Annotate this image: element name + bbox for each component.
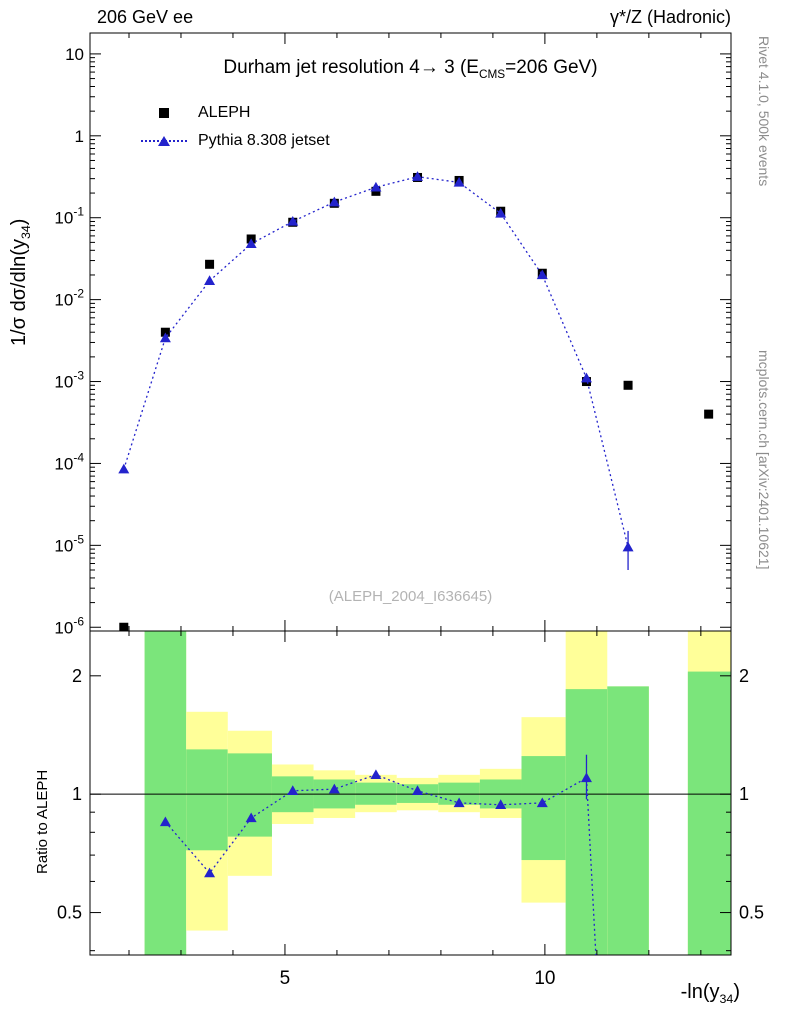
band-green <box>144 631 187 955</box>
axis-ticks <box>90 33 731 955</box>
plot-title-pre: Durham jet resolution 4→ 3 (E <box>223 57 479 78</box>
axis-tick-labels: 5 10 10 1 10-1 10-2 10-3 10-4 10-5 10-6 2 2 1 1 0.5 0.5 <box>54 45 764 989</box>
square-marker-swatch <box>159 108 169 118</box>
y-axis-title-post: ) <box>8 218 30 226</box>
svg-text:10-6: 10-6 <box>54 614 84 637</box>
svg-text:2: 2 <box>739 666 749 686</box>
mc-point-marker <box>159 816 171 827</box>
mc-point-marker <box>453 176 465 187</box>
ratio-uncertainty-bands <box>144 631 731 955</box>
legend-item-aleph: ALEPH <box>138 99 330 127</box>
mc-point-marker <box>580 372 592 383</box>
mcplots-reference-note: mcplots.cern.ch [arXiv:2401.10621] <box>756 350 772 570</box>
triangle-marker-swatch <box>158 136 170 146</box>
ratio-series <box>159 754 597 955</box>
mc-point-marker <box>536 797 548 808</box>
y-axis-title-subscript: 34 <box>19 225 33 240</box>
band-green <box>521 756 566 861</box>
mc-point-marker <box>370 181 382 192</box>
svg-text:10-5: 10-5 <box>54 532 84 555</box>
mc-point-marker <box>370 769 382 780</box>
mc-point-marker <box>412 171 424 181</box>
x-axis-title: -ln(y34) <box>590 981 740 1006</box>
legend-label-aleph: ALEPH <box>198 104 251 121</box>
plot-title: Durham jet resolution 4→ 3 (ECMS=206 GeV… <box>90 57 731 81</box>
mc-point-marker <box>287 785 299 796</box>
mc-point-marker <box>495 207 507 218</box>
svg-text:1: 1 <box>72 784 82 804</box>
svg-text:10: 10 <box>65 45 84 64</box>
ratio-panel-frame <box>89 630 732 956</box>
mc-point-marker <box>287 215 299 226</box>
svg-text:10-2: 10-2 <box>54 287 84 310</box>
mc-point-marker <box>580 772 592 783</box>
aleph-series <box>119 172 714 631</box>
svg-text:2: 2 <box>72 666 82 686</box>
x-axis-title-post: ) <box>733 981 740 1003</box>
legend: ALEPH Pythia 8.308 jetset <box>138 99 330 155</box>
mc-point-marker <box>159 332 171 343</box>
mc-point-marker <box>118 463 130 474</box>
beam-energy-label: 206 GeV ee <box>97 7 194 27</box>
mc-curve <box>123 176 629 548</box>
mc-point-marker <box>412 785 424 796</box>
band-green <box>565 689 608 955</box>
band-green <box>186 749 228 851</box>
analysis-id-watermark: (ALEPH_2004_I636645) <box>328 588 493 605</box>
plot-title-post: =206 GeV) <box>505 57 598 78</box>
mc-point-marker <box>204 275 216 285</box>
mc-point-marker <box>245 238 257 249</box>
y-axis-title-ratio: Ratio to ALEPH <box>34 769 51 874</box>
data-point-marker <box>119 622 129 631</box>
pythia-series <box>118 171 634 571</box>
mc-point-marker <box>622 541 634 552</box>
legend-item-pythia: Pythia 8.308 jetset <box>138 127 330 155</box>
data-point-marker <box>623 380 633 390</box>
mc-point-marker <box>245 812 257 823</box>
x-axis-title-subscript: 34 <box>719 992 734 1006</box>
svg-text:0.5: 0.5 <box>739 903 764 923</box>
x-axis-title-pre: -ln(y <box>680 981 720 1003</box>
data-point-marker <box>704 409 714 419</box>
y-axis-title-pre: 1/σ dσ/dln(y <box>8 239 30 346</box>
mc-point-marker <box>495 799 507 809</box>
band-green <box>227 753 272 837</box>
legend-marker-cell <box>138 99 190 127</box>
mc-point-marker <box>536 269 548 280</box>
svg-text:10-1: 10-1 <box>54 205 84 228</box>
mc-point-marker <box>204 867 216 878</box>
legend-label-pythia: Pythia 8.308 jetset <box>198 132 330 149</box>
band-green <box>607 686 649 955</box>
plot-title-subscript: CMS <box>478 67 506 81</box>
svg-text:10-3: 10-3 <box>54 369 84 392</box>
y-axis-title-main: 1/σ dσ/dln(y34) <box>8 219 33 346</box>
data-point-marker <box>160 327 170 337</box>
svg-text:10: 10 <box>534 968 555 989</box>
band-green <box>687 671 731 955</box>
svg-text:1: 1 <box>739 784 749 804</box>
mc-point-marker <box>328 196 340 207</box>
mc-point-marker <box>453 797 465 808</box>
legend-marker-cell <box>138 127 190 155</box>
mc-curve <box>164 774 597 955</box>
mc-point-marker <box>328 783 340 794</box>
data-point-marker <box>205 259 215 269</box>
svg-text:0.5: 0.5 <box>57 903 82 923</box>
svg-text:10-4: 10-4 <box>54 450 84 473</box>
svg-text:1: 1 <box>75 127 84 146</box>
process-label: γ*/Z (Hadronic) <box>609 7 731 27</box>
svg-text:5: 5 <box>280 968 291 989</box>
generator-version-note: Rivet 4.1.0, 500k events <box>756 36 772 187</box>
